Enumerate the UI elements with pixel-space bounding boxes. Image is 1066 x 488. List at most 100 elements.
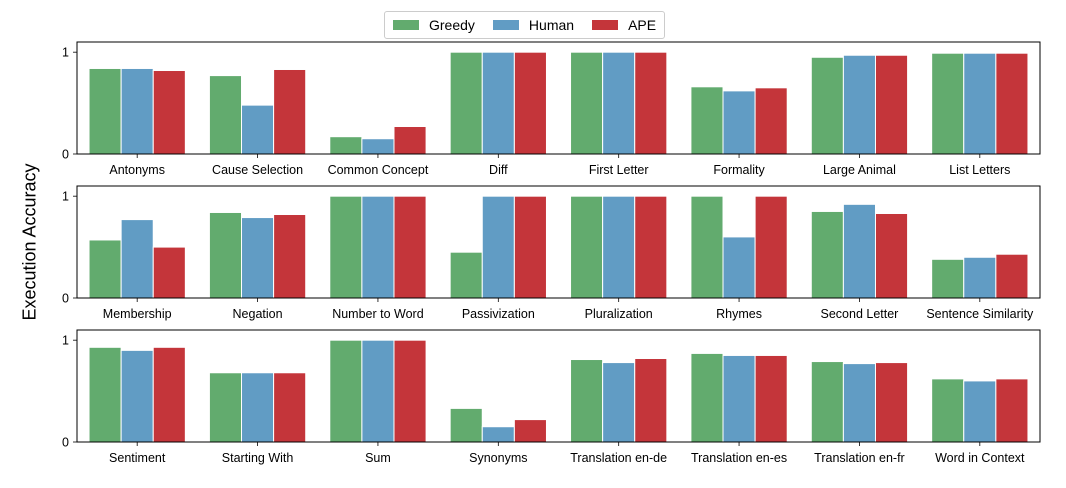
x-tick-label-starting-with: Starting With bbox=[222, 451, 294, 465]
x-tick-label-word-in-context: Word in Context bbox=[935, 451, 1025, 465]
bar-ape-formality bbox=[754, 87, 788, 155]
x-tick-label-cause-selection: Cause Selection bbox=[212, 163, 303, 177]
bar-ape-negation bbox=[273, 214, 307, 299]
bar-greedy-sentence-similarity bbox=[931, 258, 965, 299]
bar-human-sentiment bbox=[120, 349, 154, 443]
x-tick-label-antonyms: Antonyms bbox=[109, 163, 165, 177]
legend-swatch-human bbox=[492, 20, 519, 30]
x-tick-label-large-animal: Large Animal bbox=[823, 163, 896, 177]
bar-ape-rhymes bbox=[754, 195, 788, 299]
bar-greedy-passivization bbox=[449, 251, 483, 299]
x-tick-label-passivization: Passivization bbox=[462, 307, 535, 321]
bar-human-membership bbox=[120, 219, 154, 299]
bar-greedy-translation-en-es bbox=[690, 352, 724, 443]
legend-swatch-ape bbox=[592, 20, 619, 30]
x-tick-label-translation-en-fr: Translation en-fr bbox=[814, 451, 905, 465]
bar-human-number-to-word bbox=[361, 195, 395, 299]
bar-ape-synonyms bbox=[513, 419, 547, 443]
x-tick-label-sentence-similarity: Sentence Similarity bbox=[926, 307, 1034, 321]
y-tick-label-0-panel-2: 0 bbox=[62, 292, 69, 306]
bar-human-synonyms bbox=[481, 426, 515, 443]
legend-label-greedy: Greedy bbox=[429, 17, 475, 33]
bar-ape-word-in-context bbox=[995, 378, 1029, 443]
bar-greedy-second-letter bbox=[810, 210, 844, 299]
x-tick-label-second-letter: Second Letter bbox=[821, 307, 899, 321]
x-tick-label-negation: Negation bbox=[233, 307, 283, 321]
bar-ape-common-concept bbox=[393, 126, 427, 155]
y-tick-label-1-panel-2: 1 bbox=[62, 190, 69, 204]
x-tick-label-formality: Formality bbox=[713, 163, 765, 177]
bar-human-common-concept bbox=[361, 138, 395, 155]
bar-human-starting-with bbox=[241, 372, 275, 443]
legend-item-ape: APE bbox=[592, 17, 656, 33]
bar-ape-diff bbox=[513, 51, 547, 155]
bar-greedy-cause-selection bbox=[208, 75, 243, 155]
y-tick-label-1-panel-1: 1 bbox=[62, 46, 69, 60]
y-tick-label-0-panel-3: 0 bbox=[62, 436, 69, 450]
legend-swatch-greedy bbox=[393, 20, 419, 30]
y-tick-label-0-panel-1: 0 bbox=[62, 148, 69, 162]
panel-frame-3 bbox=[76, 329, 1041, 443]
x-tick-label-list-letters: List Letters bbox=[949, 163, 1010, 177]
bar-greedy-number-to-word bbox=[329, 195, 363, 299]
bar-greedy-rhymes bbox=[690, 195, 724, 299]
bar-greedy-translation-en-fr bbox=[810, 361, 844, 443]
bar-greedy-negation bbox=[208, 211, 243, 299]
bar-greedy-sentiment bbox=[88, 346, 122, 443]
bar-greedy-synonyms bbox=[449, 407, 483, 443]
bar-human-second-letter bbox=[842, 203, 876, 299]
bar-human-translation-en-de bbox=[602, 362, 636, 443]
bar-ape-second-letter bbox=[874, 212, 909, 299]
x-tick-label-membership: Membership bbox=[103, 307, 172, 321]
bar-greedy-sum bbox=[329, 339, 363, 443]
bar-human-passivization bbox=[481, 195, 515, 299]
bar-ape-starting-with bbox=[273, 372, 307, 443]
bar-ape-sentence-similarity bbox=[995, 253, 1029, 299]
bar-greedy-list-letters bbox=[931, 52, 965, 155]
legend-item-greedy: Greedy bbox=[393, 17, 475, 33]
bar-ape-translation-en-es bbox=[754, 354, 788, 443]
x-tick-label-diff: Diff bbox=[489, 163, 508, 177]
bar-ape-membership bbox=[152, 246, 186, 299]
legend-item-human: Human bbox=[492, 17, 575, 33]
bar-human-cause-selection bbox=[241, 104, 275, 155]
x-tick-label-synonyms: Synonyms bbox=[469, 451, 527, 465]
x-tick-label-rhymes: Rhymes bbox=[716, 307, 762, 321]
bar-human-sum bbox=[361, 339, 395, 443]
bar-human-pluralization bbox=[602, 195, 636, 299]
x-tick-label-sentiment: Sentiment bbox=[109, 451, 166, 465]
x-tick-label-common-concept: Common Concept bbox=[328, 163, 429, 177]
x-tick-label-first-letter: First Letter bbox=[589, 163, 649, 177]
bar-human-list-letters bbox=[963, 52, 997, 155]
bar-greedy-diff bbox=[449, 51, 483, 155]
panel-frame-1 bbox=[76, 41, 1041, 155]
bar-human-rhymes bbox=[722, 236, 756, 299]
bar-human-word-in-context bbox=[963, 380, 997, 443]
bar-human-translation-en-es bbox=[722, 354, 756, 443]
x-tick-label-number-to-word: Number to Word bbox=[332, 307, 424, 321]
bar-greedy-first-letter bbox=[570, 51, 604, 155]
bar-greedy-pluralization bbox=[570, 195, 604, 299]
bar-greedy-formality bbox=[690, 86, 724, 155]
panel-frame-2 bbox=[76, 185, 1041, 299]
x-tick-label-pluralization: Pluralization bbox=[585, 307, 653, 321]
bar-ape-translation-en-fr bbox=[874, 362, 909, 443]
bar-human-sentence-similarity bbox=[963, 256, 997, 299]
legend-label-human: Human bbox=[528, 17, 575, 33]
bar-greedy-word-in-context bbox=[931, 378, 965, 443]
bar-greedy-translation-en-de bbox=[570, 359, 604, 443]
bar-human-antonyms bbox=[120, 67, 154, 155]
bar-ape-large-animal bbox=[874, 54, 909, 155]
bar-ape-pluralization bbox=[634, 195, 668, 299]
y-axis-label: Execution Accuracy bbox=[19, 163, 40, 321]
bar-human-negation bbox=[241, 217, 275, 299]
bar-ape-passivization bbox=[513, 195, 547, 299]
y-tick-label-1-panel-3: 1 bbox=[62, 334, 69, 348]
bar-ape-cause-selection bbox=[273, 68, 307, 155]
bar-ape-sentiment bbox=[152, 346, 186, 443]
legend: Greedy Human APE bbox=[384, 11, 666, 39]
x-tick-label-translation-en-es: Translation en-es bbox=[691, 451, 787, 465]
bar-greedy-large-animal bbox=[810, 56, 844, 155]
x-tick-label-translation-en-de: Translation en-de bbox=[570, 451, 667, 465]
